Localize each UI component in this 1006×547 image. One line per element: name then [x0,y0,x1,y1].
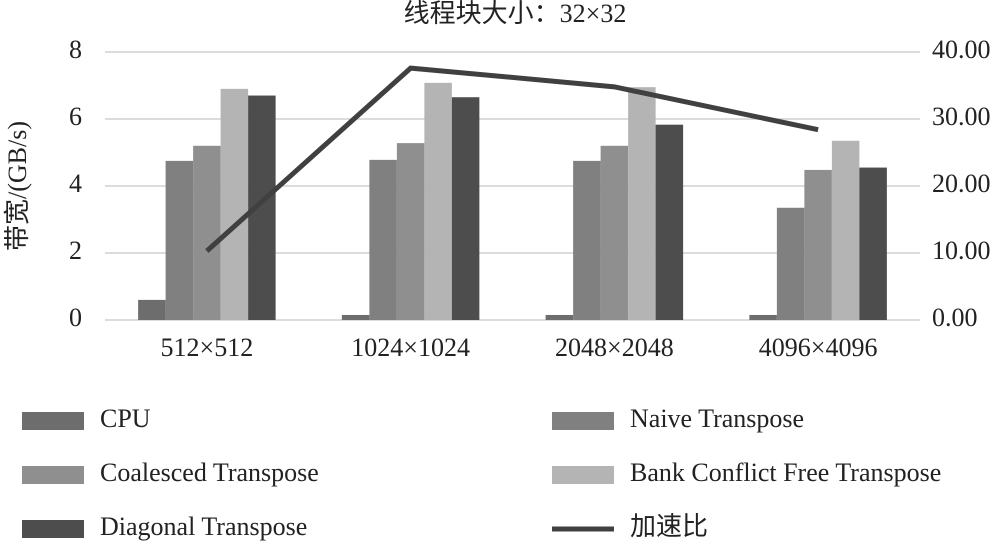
y2-tick-label: 40.00 [932,35,991,64]
legend-label: Diagonal Transpose [100,512,307,541]
legend-swatch [22,520,84,538]
bar [165,160,194,320]
x-tick-label: 1024×1024 [351,333,470,362]
bar [220,88,249,320]
bar [341,314,370,320]
legend-label: Bank Conflict Free Transpose [630,458,941,487]
legend-swatch [552,412,614,430]
y2-tick-label: 30.00 [932,102,991,131]
bar [451,97,480,320]
y-tick-label: 0 [69,303,82,332]
legend-label: 加速比 [630,512,708,541]
bar [831,140,860,320]
y-tick-label: 6 [69,102,82,131]
y2-tick-label: 20.00 [932,169,991,198]
y-tick-label: 8 [69,35,82,64]
bar [545,314,574,320]
y2-tick-label: 0.00 [932,303,978,332]
bar [396,143,425,320]
bar [628,87,656,320]
chart-title: 线程块大小：32×32 [404,0,627,28]
bar [600,145,629,320]
x-tick-label: 512×512 [161,333,254,362]
y-tick-label: 2 [69,236,82,265]
legend-swatch [552,466,614,484]
legend-label: CPU [100,404,151,433]
x-tick-label: 4096×4096 [759,333,878,362]
bar [369,159,397,320]
y-axis-label: 带宽/(GB/s) [3,121,32,251]
bar [776,207,805,320]
y2-tick-label: 10.00 [932,236,991,265]
bar [138,299,166,320]
legend-label: Naive Transpose [630,404,804,433]
bar [804,169,832,320]
bar [859,167,887,320]
legend-swatch [22,466,84,484]
legend-label: Coalesced Transpose [100,458,319,487]
legend-swatch [22,412,84,430]
x-tick-label: 2048×2048 [555,333,674,362]
bar [655,124,684,320]
bar [749,314,777,320]
y-tick-label: 4 [69,169,82,198]
line [205,65,819,253]
bar [193,145,221,320]
bar [573,160,601,320]
bar [424,82,452,320]
